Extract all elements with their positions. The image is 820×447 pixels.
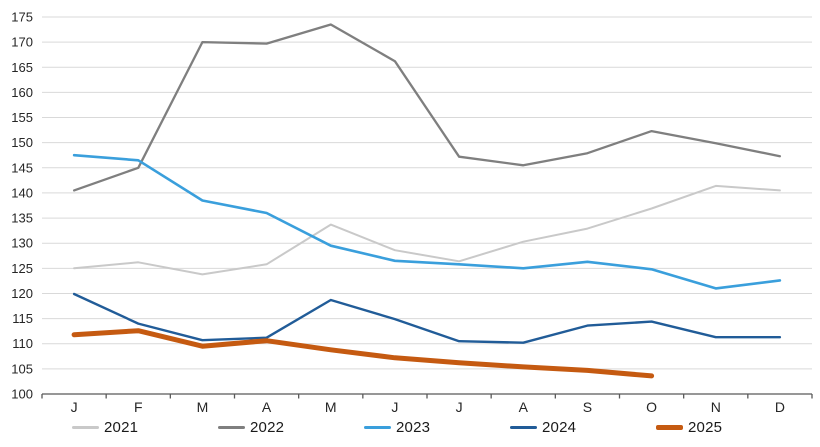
x-axis-tick-label: J <box>391 399 398 415</box>
y-axis-tick-label: 150 <box>11 135 33 150</box>
series-line-2023 <box>72 153 782 290</box>
y-axis-tick-label: 140 <box>11 185 33 200</box>
legend-label-2025: 2025 <box>688 419 723 436</box>
series-line-2024 <box>72 292 782 344</box>
legend-label-2023: 2023 <box>396 419 431 436</box>
x-axis-tick-label: D <box>775 399 785 415</box>
legend-swatch-2022 <box>218 426 245 429</box>
series-line-2022 <box>72 23 782 192</box>
legend-item-2022: 2022 <box>218 419 364 436</box>
x-axis-tick-label: O <box>646 399 657 415</box>
chart-legend: 2021 2022 2023 2024 2025 <box>72 419 802 436</box>
legend-item-2024: 2024 <box>510 419 656 436</box>
x-axis-tick-label: F <box>134 399 143 415</box>
y-axis-tick-label: 170 <box>11 35 33 50</box>
x-axis-tick-label: S <box>583 399 592 415</box>
y-axis-tick-label: 120 <box>11 286 33 301</box>
y-axis-tick-label: 145 <box>11 160 33 175</box>
x-axis-tick-label: J <box>71 399 78 415</box>
x-axis-tick-label: A <box>262 399 272 415</box>
y-axis-tick-label: 175 <box>11 10 33 25</box>
y-axis-tick-label: 115 <box>12 311 33 326</box>
y-axis-tick-label: 105 <box>11 361 33 376</box>
y-axis-tick-label: 110 <box>12 336 33 351</box>
legend-label-2022: 2022 <box>250 419 285 436</box>
y-axis-tick-label: 155 <box>11 110 33 125</box>
series-line-2025 <box>71 328 655 379</box>
series-line-2021 <box>73 184 781 276</box>
legend-item-2023: 2023 <box>364 419 510 436</box>
y-axis-tick-label: 100 <box>11 387 33 402</box>
legend-swatch-2021 <box>72 426 99 429</box>
y-axis-tick-label: 135 <box>11 211 33 226</box>
legend-item-2025: 2025 <box>656 419 802 436</box>
x-axis-tick-label: A <box>519 399 529 415</box>
legend-label-2024: 2024 <box>542 419 577 436</box>
y-axis-tick-label: 130 <box>11 236 33 251</box>
x-axis-tick-label: M <box>197 399 209 415</box>
x-axis-tick-label: N <box>711 399 721 415</box>
legend-swatch-2025 <box>656 425 683 430</box>
x-axis-tick-label: M <box>325 399 337 415</box>
legend-label-2021: 2021 <box>104 419 139 436</box>
y-axis-tick-label: 165 <box>11 60 33 75</box>
y-axis-tick-label: 125 <box>11 261 33 276</box>
legend-item-2021: 2021 <box>72 419 218 436</box>
y-axis-tick-label: 160 <box>11 85 33 100</box>
legend-swatch-2023 <box>364 426 391 429</box>
legend-swatch-2024 <box>510 426 537 429</box>
x-axis-tick-label: J <box>456 399 463 415</box>
